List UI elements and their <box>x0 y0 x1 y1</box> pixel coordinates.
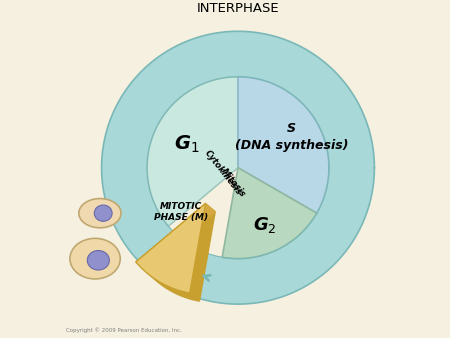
Text: G$_1$: G$_1$ <box>174 133 200 154</box>
Polygon shape <box>136 203 206 293</box>
Polygon shape <box>102 31 374 304</box>
Text: Mitosis: Mitosis <box>219 167 247 199</box>
Text: Cytokinesis: Cytokinesis <box>203 148 243 197</box>
Ellipse shape <box>70 238 120 279</box>
Ellipse shape <box>94 205 112 221</box>
Ellipse shape <box>87 250 109 270</box>
Polygon shape <box>136 203 215 270</box>
Polygon shape <box>146 212 215 301</box>
Text: MITOTIC
PHASE (M): MITOTIC PHASE (M) <box>154 201 208 222</box>
Wedge shape <box>222 168 317 259</box>
Text: INTERPHASE: INTERPHASE <box>197 2 279 15</box>
Text: Copyright © 2009 Pearson Education, Inc.: Copyright © 2009 Pearson Education, Inc. <box>66 328 182 333</box>
Text: G$_2$: G$_2$ <box>253 215 277 235</box>
Text: S
(DNA synthesis): S (DNA synthesis) <box>235 122 348 152</box>
Wedge shape <box>238 77 329 213</box>
Wedge shape <box>147 77 238 226</box>
Ellipse shape <box>79 198 121 228</box>
